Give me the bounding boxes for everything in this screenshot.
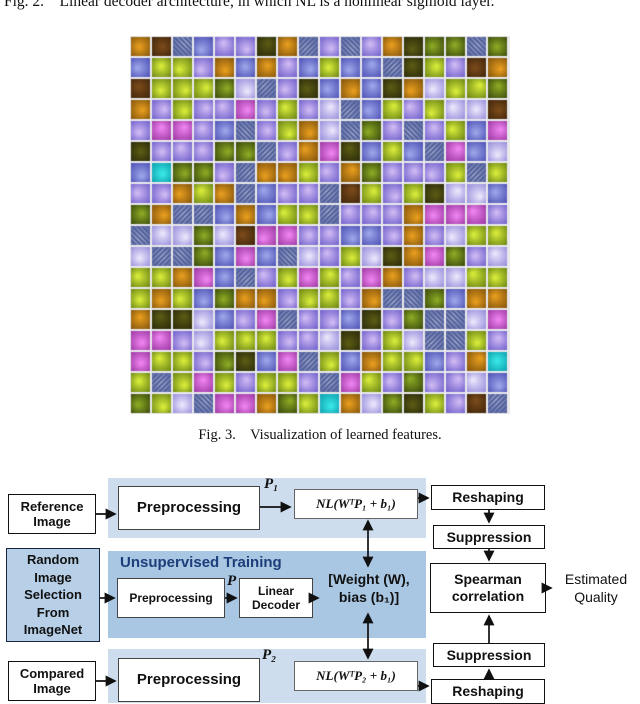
p1-label: P₁ bbox=[264, 476, 279, 492]
compared-image-box: Compared Image bbox=[8, 661, 96, 701]
weight-bias-text: [Weight (W), bias (b₁)] bbox=[328, 571, 410, 606]
spearman-correlation-box: Spearman correlation bbox=[430, 563, 546, 613]
nl-top-box: NL(WᵀP₁ + b₁) bbox=[294, 489, 418, 519]
p2-label: P₂ bbox=[262, 647, 277, 663]
p-label: P bbox=[227, 573, 237, 589]
architecture-diagram: Reference Image Random Image Selection F… bbox=[0, 470, 640, 704]
estimated-quality-text: Estimated Quality bbox=[564, 571, 628, 605]
reference-image-box: Reference Image bbox=[8, 494, 96, 534]
preprocessing-mid-box: Preprocessing bbox=[117, 578, 225, 618]
learned-features-image bbox=[130, 36, 510, 414]
preprocessing-top-box: Preprocessing bbox=[118, 486, 260, 530]
suppression-top-box: Suppression bbox=[433, 525, 545, 549]
unsupervised-training-title: Unsupervised Training bbox=[120, 554, 282, 571]
suppression-bottom-box: Suppression bbox=[433, 643, 545, 667]
fig2-caption: Fig. 2. Linear decoder architecture, in … bbox=[4, 0, 495, 10]
preprocessing-bottom-box: Preprocessing bbox=[118, 658, 260, 702]
fig3-caption: Fig. 3. Visualization of learned feature… bbox=[198, 427, 442, 443]
reshaping-bottom-box: Reshaping bbox=[431, 679, 545, 704]
nl-bottom-box: NL(WᵀP₂ + b₁) bbox=[294, 661, 418, 691]
random-image-selection-box: Random Image Selection From ImageNet bbox=[6, 548, 100, 642]
reshaping-top-box: Reshaping bbox=[431, 485, 545, 510]
linear-decoder-box: Linear Decoder bbox=[239, 578, 313, 618]
